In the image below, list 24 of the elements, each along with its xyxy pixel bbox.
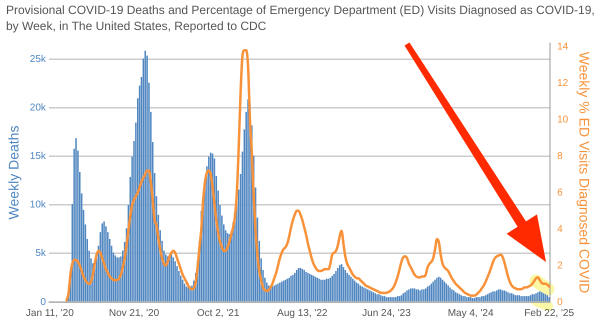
y2-tick-label: 12 [557,78,569,89]
y2-axis-title: Weekly % ED Visits Diagnosed COVID [576,52,593,294]
y-tick-label: 5k [35,248,47,260]
y-tick-label: 25k [30,54,47,66]
y-axis-title: Weekly Deaths [5,126,22,220]
y-tick-label: 0 [40,296,46,308]
y2-tick-label: 4 [557,224,564,235]
x-tick-label: Aug 13, '22 [277,308,328,319]
x-tick-label: Nov 21, '20 [108,308,160,319]
y2-tick-label: 0 [557,296,564,308]
y2-tick-label: 10 [557,114,569,126]
y2-tick-label: 6 [557,187,564,198]
chart-title: Provisional COVID-19 Deaths and Percentage of Emergency Department (ED) Visits Diagnosed as COVID-19, by Week, in The United States, Reported to CDC [6,2,596,34]
x-tick-label: Oct 2, '21 [196,308,240,319]
x-tick-label: May 4, '24 [448,308,494,319]
x-tick-label: Jun 24, '23 [362,308,412,319]
y2-tick-label: 2 [557,260,564,272]
y-tick-label: 20k [30,102,47,114]
y-tick-label: 15k [30,151,47,162]
x-tick-label: Jan 11, '20 [26,308,74,319]
y2-tick-label: 14 [557,41,569,52]
y2-tick-label: 8 [557,150,564,162]
y-tick-label: 10k [30,200,47,211]
x-tick-label: Feb 22, '25 [524,308,574,319]
